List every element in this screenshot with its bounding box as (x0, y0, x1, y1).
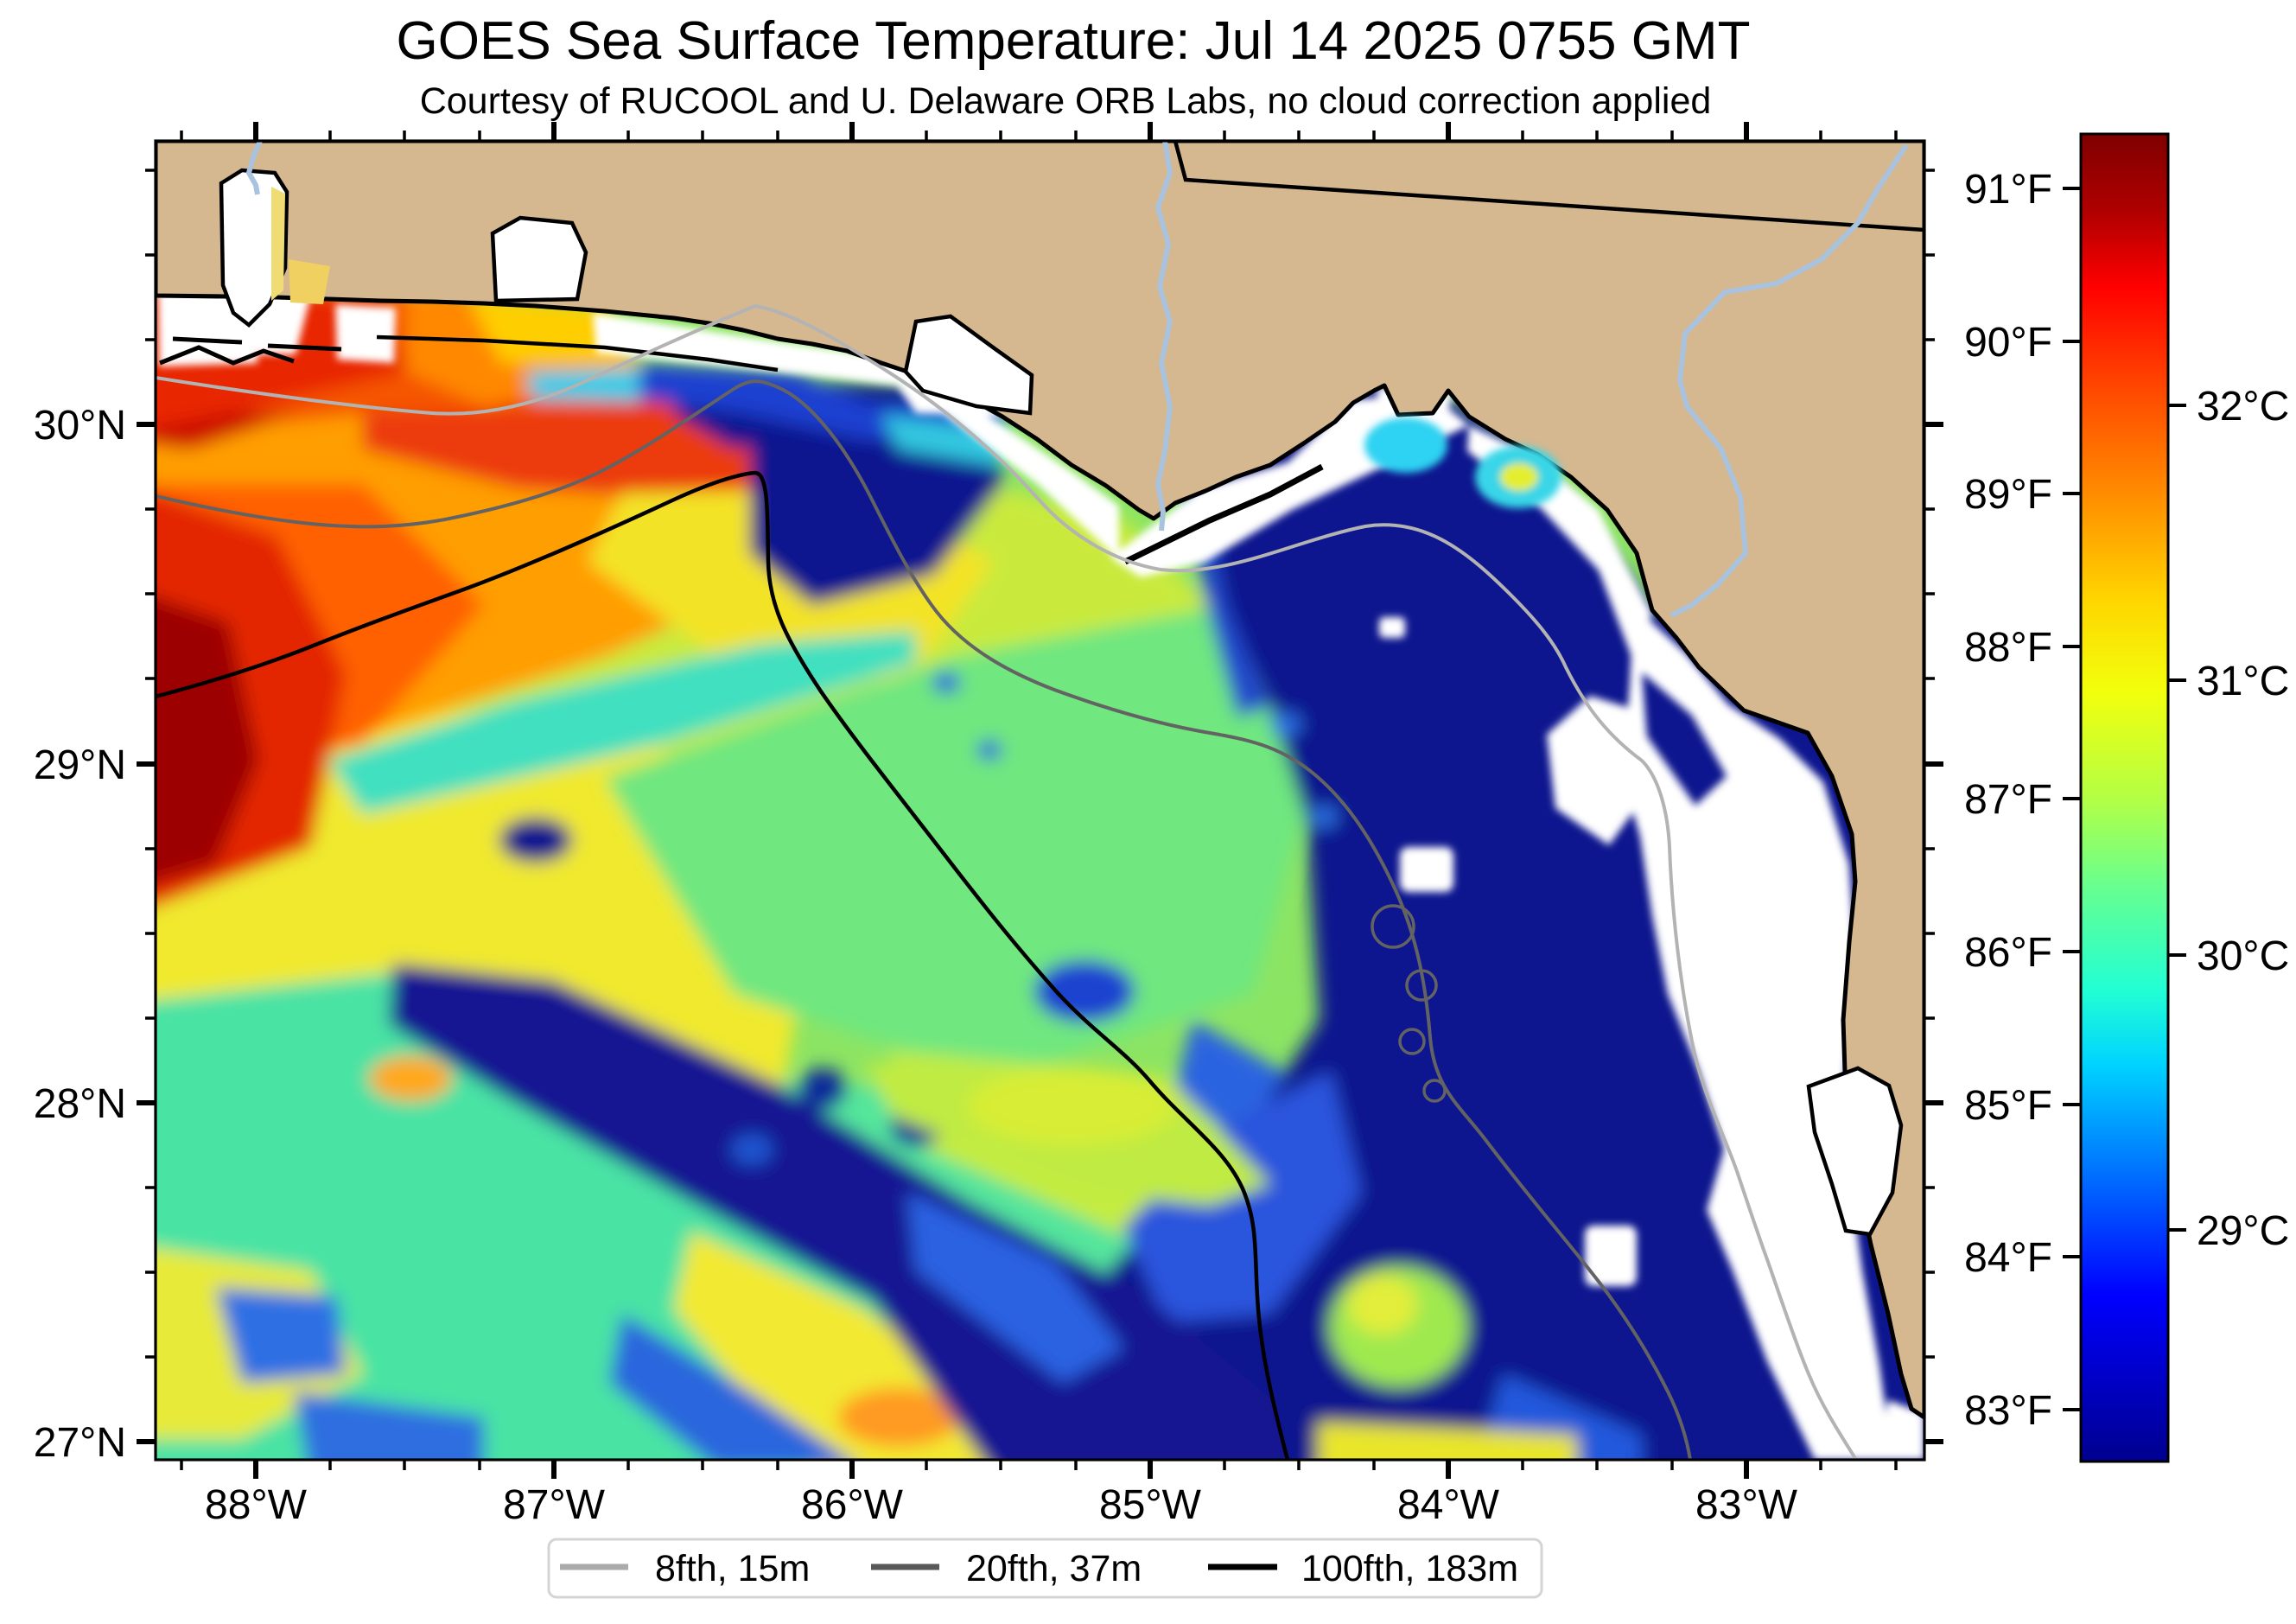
svg-text:8fth, 15m: 8fth, 15m (655, 1548, 810, 1589)
svg-text:88°W: 88°W (205, 1482, 308, 1528)
svg-text:83°W: 83°W (1695, 1482, 1798, 1528)
svg-text:27°N: 27°N (34, 1420, 126, 1466)
svg-text:84°W: 84°W (1397, 1482, 1500, 1528)
svg-text:29°N: 29°N (34, 742, 126, 788)
svg-text:100fth, 183m: 100fth, 183m (1301, 1548, 1518, 1589)
svg-text:88°F: 88°F (1964, 625, 2052, 671)
svg-text:89°F: 89°F (1964, 472, 2052, 518)
svg-text:83°F: 83°F (1964, 1388, 2052, 1434)
svg-text:84°F: 84°F (1964, 1235, 2052, 1281)
svg-text:32°C: 32°C (2197, 384, 2289, 430)
svg-text:85°F: 85°F (1964, 1083, 2052, 1129)
svg-text:86°F: 86°F (1964, 930, 2052, 976)
svg-text:85°W: 85°W (1099, 1482, 1202, 1528)
svg-text:30°C: 30°C (2197, 933, 2289, 979)
svg-text:20fth, 37m: 20fth, 37m (966, 1548, 1142, 1589)
svg-text:28°N: 28°N (34, 1081, 126, 1127)
svg-text:90°F: 90°F (1964, 320, 2052, 366)
svg-text:29°C: 29°C (2197, 1208, 2289, 1254)
svg-text:31°C: 31°C (2197, 659, 2289, 704)
svg-text:86°W: 86°W (801, 1482, 904, 1528)
svg-text:30°N: 30°N (34, 403, 126, 449)
svg-text:87°F: 87°F (1964, 777, 2052, 823)
svg-text:Courtesy of RUCOOL and U. Dela: Courtesy of RUCOOL and U. Delaware ORB L… (420, 80, 1712, 122)
svg-text:87°W: 87°W (503, 1482, 606, 1528)
svg-text:91°F: 91°F (1964, 167, 2052, 213)
svg-text:GOES Sea Surface Temperature:: GOES Sea Surface Temperature: Jul 14 202… (397, 11, 1751, 71)
